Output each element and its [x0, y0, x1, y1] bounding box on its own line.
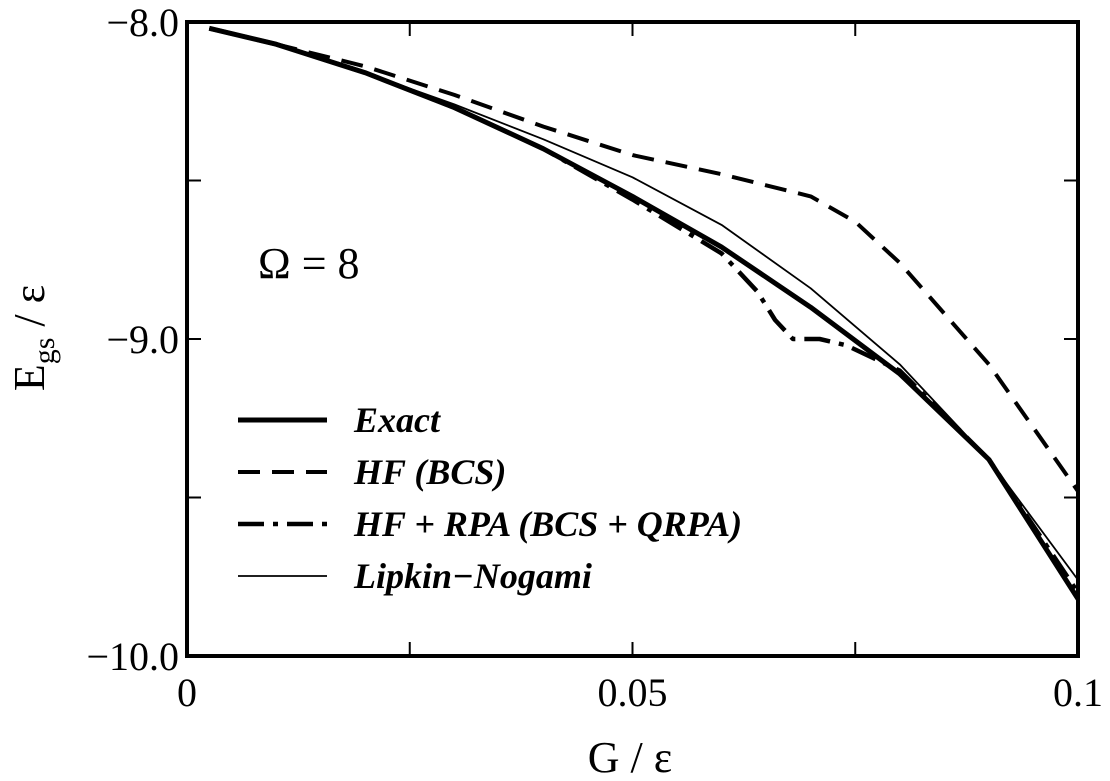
x-tick-label: 0	[177, 670, 197, 715]
legend-label-4: Lipkin−Nogami	[353, 556, 592, 596]
legend: Exact HF (BCS) HF + RPA (BCS + QRPA) Lipkin…	[238, 400, 742, 596]
series-line-2	[208, 26, 1080, 493]
x-axis-title: G / ε	[588, 733, 672, 781]
series-layer	[208, 25, 1081, 601]
legend-label-1: Exact	[353, 400, 441, 440]
legend-label-3: HF + RPA (BCS + QRPA)	[353, 504, 742, 544]
annotation-omega: Ω = 8	[258, 239, 360, 288]
y-axis-title-main: E	[5, 364, 54, 391]
ticks-layer	[186, 21, 1079, 657]
x-tick-label: 0.05	[598, 670, 668, 715]
x-tick-label: 0.1	[1053, 670, 1103, 715]
plot-frame	[185, 20, 1080, 658]
y-axis-title: Egs / ε	[5, 285, 61, 391]
y-tick-label: −9.0	[106, 317, 179, 362]
labels-layer: 0 0.05 0.1 −8.0 −9.0 −10.0	[86, 0, 1103, 715]
y-axis-title-tail: / ε	[5, 285, 54, 338]
y-axis-title-subscript: gs	[28, 338, 61, 365]
series-line-4	[209, 27, 1079, 581]
legend-label-2: HF (BCS)	[353, 452, 506, 492]
y-tick-label: −10.0	[86, 634, 179, 679]
y-tick-label: −8.0	[106, 0, 179, 45]
